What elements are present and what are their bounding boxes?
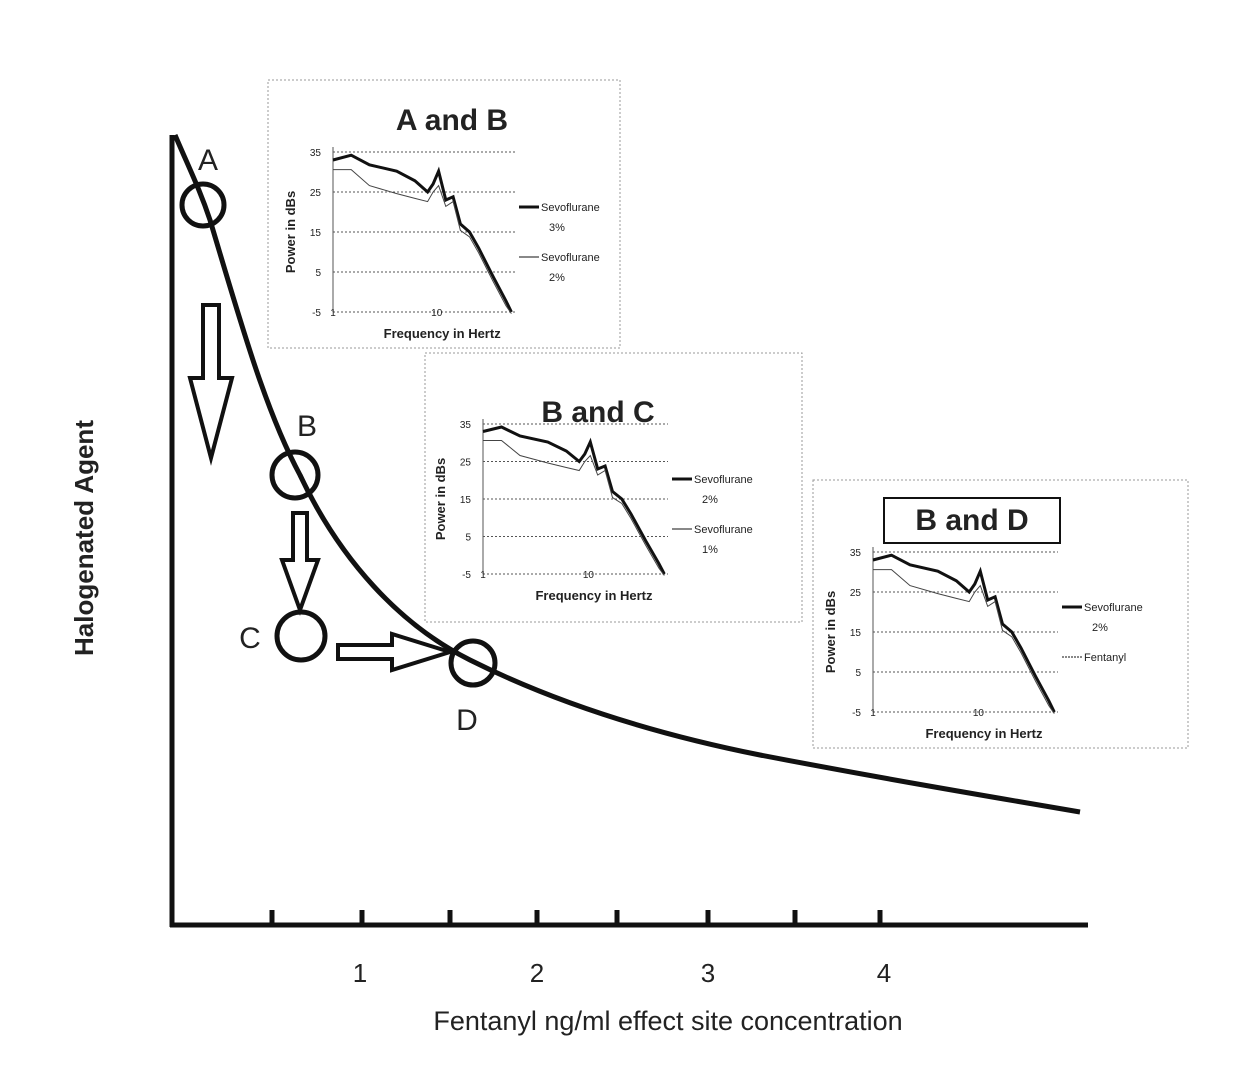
inset-x-label: Frequency in Hertz <box>535 588 653 603</box>
inset-y-tick-label: 5 <box>465 533 471 544</box>
inset-y-tick-label: 25 <box>460 458 472 469</box>
inset-y-tick-label: 35 <box>310 148 322 159</box>
inset-x-tick-label: 10 <box>973 708 985 719</box>
inset-x-tick-label: 1 <box>870 708 876 719</box>
inset-frame <box>425 353 802 622</box>
inset-y-label: Power in dBs <box>823 591 838 673</box>
inset-y-tick-label: -5 <box>312 308 321 319</box>
inset-y-tick-label: 25 <box>850 588 862 599</box>
inset-y-tick-label: 15 <box>310 228 322 239</box>
inset-y-tick-label: 15 <box>460 495 472 506</box>
point-label: A <box>198 144 218 177</box>
inset-x-label: Frequency in Hertz <box>384 326 502 341</box>
legend-label: Fentanyl <box>1084 652 1126 664</box>
inset: B and D 35 25 15 5 -5 1 10 Frequency in Hertz Pow… <box>813 480 1188 748</box>
x-tick-label: 1 <box>353 958 367 988</box>
inset-y-tick-label: -5 <box>852 708 861 719</box>
inset-x-tick-label: 1 <box>480 570 486 581</box>
legend-label: Sevoflurane <box>694 524 753 536</box>
point-label: B <box>297 410 317 443</box>
x-axis-label: Fentanyl ng/ml effect site concentration <box>433 1006 902 1036</box>
inset-y-tick-label: 15 <box>850 628 862 639</box>
inset-y-tick-label: -5 <box>462 570 471 581</box>
x-tick-label: 2 <box>530 958 544 988</box>
inset-x-label: Frequency in Hertz <box>925 726 1043 741</box>
point-label: C <box>239 622 261 655</box>
inset-x-tick-label: 10 <box>583 570 595 581</box>
y-axis-label: Halogenated Agent <box>69 420 99 656</box>
legend-label: Sevoflurane <box>694 474 753 486</box>
inset-y-tick-label: 25 <box>310 188 322 199</box>
inset-title: A and B <box>396 104 508 137</box>
legend-label: 3% <box>549 222 565 234</box>
inset-title: B and D <box>915 504 1028 537</box>
legend-label: Sevoflurane <box>541 252 600 264</box>
inset-y-label: Power in dBs <box>283 191 298 273</box>
x-tick-label: 3 <box>701 958 715 988</box>
inset: B and C 35 25 15 5 -5 1 10 Frequency in Hertz Pow… <box>425 353 802 622</box>
legend-label: Sevoflurane <box>541 202 600 214</box>
legend-label: Sevoflurane <box>1084 602 1143 614</box>
legend-label: 2% <box>549 272 565 284</box>
legend-label: 1% <box>702 544 718 556</box>
inset-y-tick-label: 5 <box>855 668 861 679</box>
legend-label: 2% <box>1092 622 1108 634</box>
inset-y-tick-label: 35 <box>460 420 472 431</box>
inset-y-tick-label: 35 <box>850 548 862 559</box>
x-tick-label: 4 <box>877 958 891 988</box>
inset-x-tick-label: 10 <box>431 308 443 319</box>
inset-y-label: Power in dBs <box>433 458 448 540</box>
legend-label: 2% <box>702 494 718 506</box>
point-label: D <box>456 704 478 737</box>
inset: A and B 35 25 15 5 -5 1 10 Frequency in Hertz Pow… <box>268 80 620 348</box>
inset-y-tick-label: 5 <box>315 268 321 279</box>
inset-title: B and C <box>541 396 654 429</box>
inset-x-tick-label: 1 <box>330 308 336 319</box>
